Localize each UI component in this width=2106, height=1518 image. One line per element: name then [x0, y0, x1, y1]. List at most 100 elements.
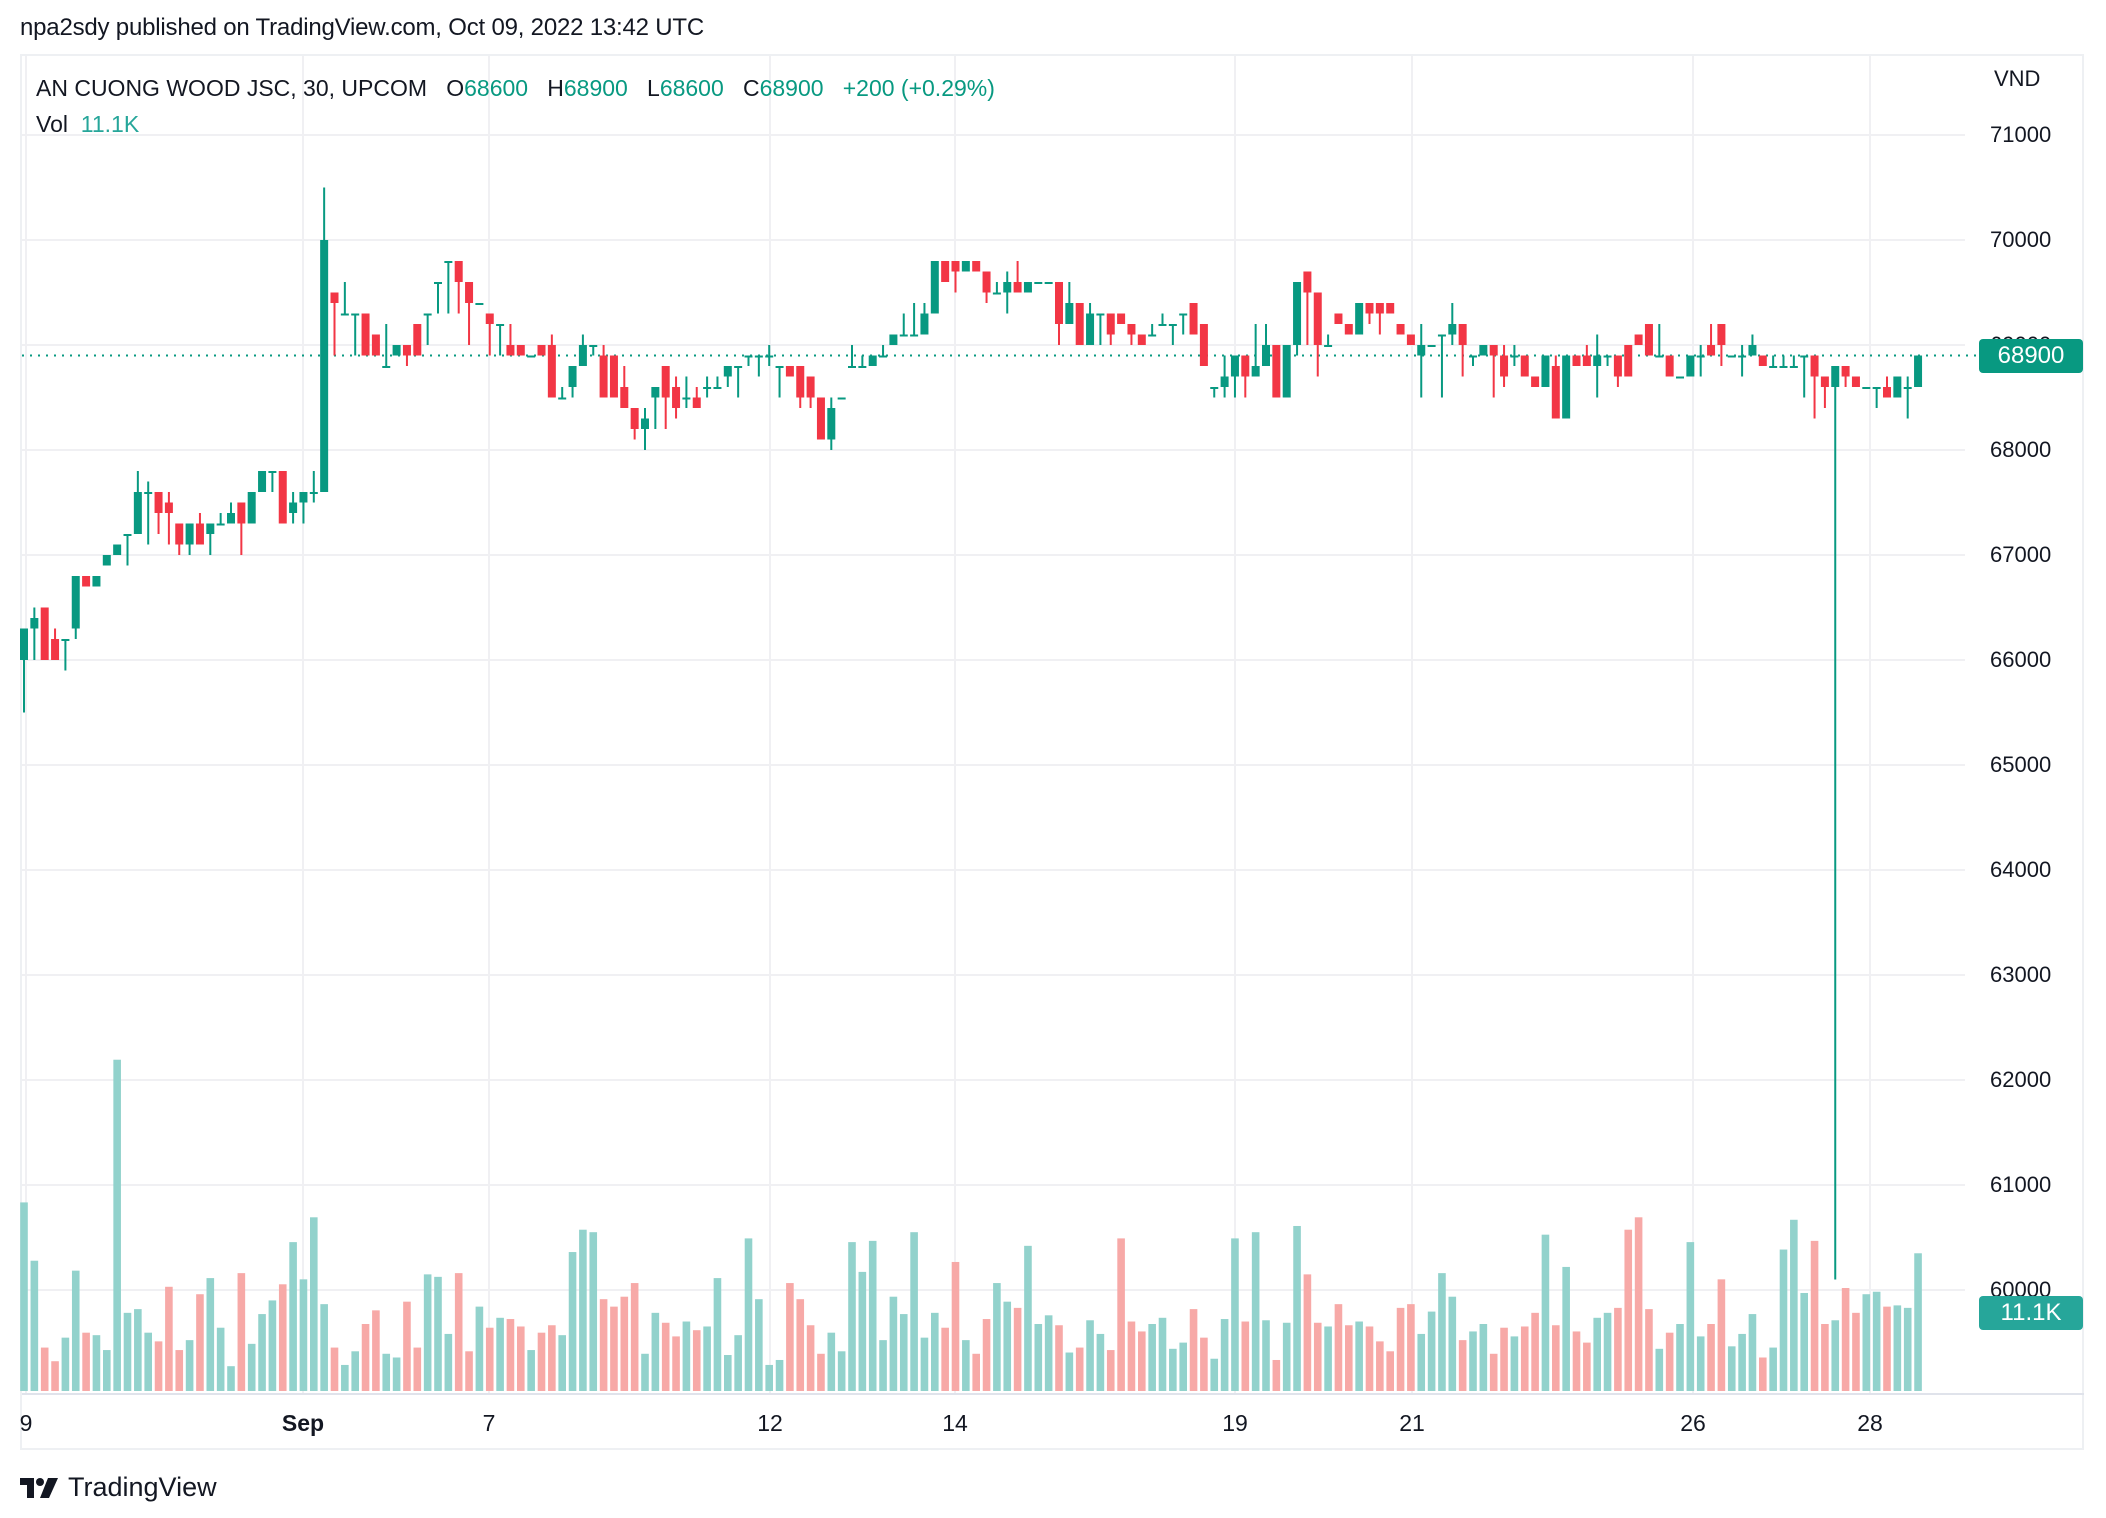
candle-body [1355, 303, 1364, 335]
volume-bar [1241, 1321, 1250, 1391]
volume-bar [558, 1335, 566, 1391]
volume-bar [1489, 1353, 1498, 1391]
candle-body [1096, 313, 1105, 316]
volume-bar [82, 1332, 90, 1391]
close-label: C [742, 75, 760, 101]
volume-label[interactable]: Vol [36, 111, 68, 137]
volume-bar [1614, 1307, 1622, 1391]
volume-bar [227, 1366, 235, 1391]
candle-body [237, 502, 246, 524]
volume-bar [548, 1325, 556, 1391]
price-tick: 61000 [1990, 1172, 2052, 1197]
volume-bar [527, 1350, 535, 1391]
symbol-title[interactable]: AN CUONG WOOD JSC, 30, UPCOM [36, 75, 428, 101]
volume-bar [496, 1317, 504, 1391]
candle-body [568, 366, 577, 387]
currency-label: VND [1994, 66, 2041, 91]
volume-bar [1282, 1322, 1291, 1391]
candle-body [1644, 324, 1653, 356]
candle-body [454, 261, 463, 282]
candle-body [475, 303, 484, 305]
price-tick: 63000 [1990, 962, 2052, 987]
volume-bar [40, 1347, 49, 1391]
candle-body [1365, 303, 1374, 314]
volume-bar [310, 1217, 318, 1391]
volume-bar [71, 1270, 80, 1391]
candle-body [1510, 355, 1519, 358]
volume-bar [1075, 1347, 1084, 1391]
volume-bar [403, 1301, 411, 1391]
volume-bar [579, 1229, 587, 1391]
candle-body [82, 576, 91, 587]
candle-body [216, 523, 225, 526]
candle-body [1230, 355, 1239, 377]
candle-body [1769, 366, 1778, 368]
candle-body [1003, 282, 1012, 293]
candle-body [1406, 334, 1415, 345]
volume-bar [1727, 1346, 1736, 1391]
volume-bar [931, 1312, 939, 1391]
volume-bar [1345, 1325, 1353, 1391]
volume-bar [392, 1357, 401, 1391]
volume-bar [1065, 1352, 1074, 1391]
volume-bar [454, 1273, 463, 1391]
candle-body [1665, 355, 1674, 377]
candle-body [972, 261, 981, 272]
volume-bar [1634, 1217, 1643, 1391]
candle-body [268, 471, 277, 473]
price-tick: 70000 [1990, 227, 2052, 252]
volume-bar [1148, 1324, 1156, 1391]
volume-bar [1831, 1320, 1840, 1391]
candle-body [1531, 376, 1540, 387]
volume-bar [320, 1304, 328, 1391]
volume-bar [1738, 1333, 1746, 1391]
candle-body [961, 261, 970, 272]
candle-body [941, 261, 950, 282]
volume-bar [1169, 1348, 1177, 1391]
volume-bar [692, 1330, 701, 1391]
chart-frame [20, 54, 2084, 1450]
candle-body [320, 240, 329, 492]
candle-body [195, 523, 204, 545]
last-price-label: 68900 [1979, 339, 2083, 373]
candle-body [785, 366, 794, 377]
candle-body [1903, 387, 1912, 389]
candle-body [1210, 387, 1219, 389]
volume-bar [1396, 1307, 1405, 1391]
volume-bar [444, 1333, 453, 1391]
candle-body [848, 366, 856, 368]
volume-bar [1479, 1324, 1488, 1391]
volume-bar [1769, 1347, 1777, 1391]
volume-bar [537, 1332, 546, 1391]
candle-body [1862, 387, 1871, 389]
candle-body [61, 639, 70, 641]
volume-bar [1883, 1306, 1891, 1391]
volume-bar [868, 1240, 877, 1391]
time-tick: 9 [19, 1410, 33, 1436]
candle-body [164, 502, 173, 513]
candle-body [1613, 355, 1622, 377]
candle-body [30, 618, 39, 629]
candle-body [40, 607, 49, 660]
candle-body [889, 334, 898, 345]
candle-body [920, 313, 929, 335]
candle-body [651, 387, 660, 398]
candle-body [227, 513, 235, 524]
volume-bar [910, 1232, 918, 1391]
volume-bar [1655, 1348, 1664, 1391]
candle-body [361, 313, 370, 356]
candle-body [258, 471, 267, 492]
volume-bar [1024, 1245, 1032, 1391]
volume-bar [506, 1319, 515, 1391]
candle-body [1086, 313, 1095, 345]
tradingview-logo[interactable]: TradingView [20, 1472, 217, 1503]
time-tick: 28 [1857, 1410, 1883, 1436]
candle-body [1758, 355, 1767, 366]
candle-body [1624, 345, 1633, 377]
candle-body [1914, 355, 1923, 387]
volume-bar [1251, 1232, 1260, 1391]
volume-bar [103, 1350, 111, 1391]
published-note: npa2sdy published on TradingView.com, Oc… [20, 14, 704, 41]
candle-body [392, 345, 401, 356]
